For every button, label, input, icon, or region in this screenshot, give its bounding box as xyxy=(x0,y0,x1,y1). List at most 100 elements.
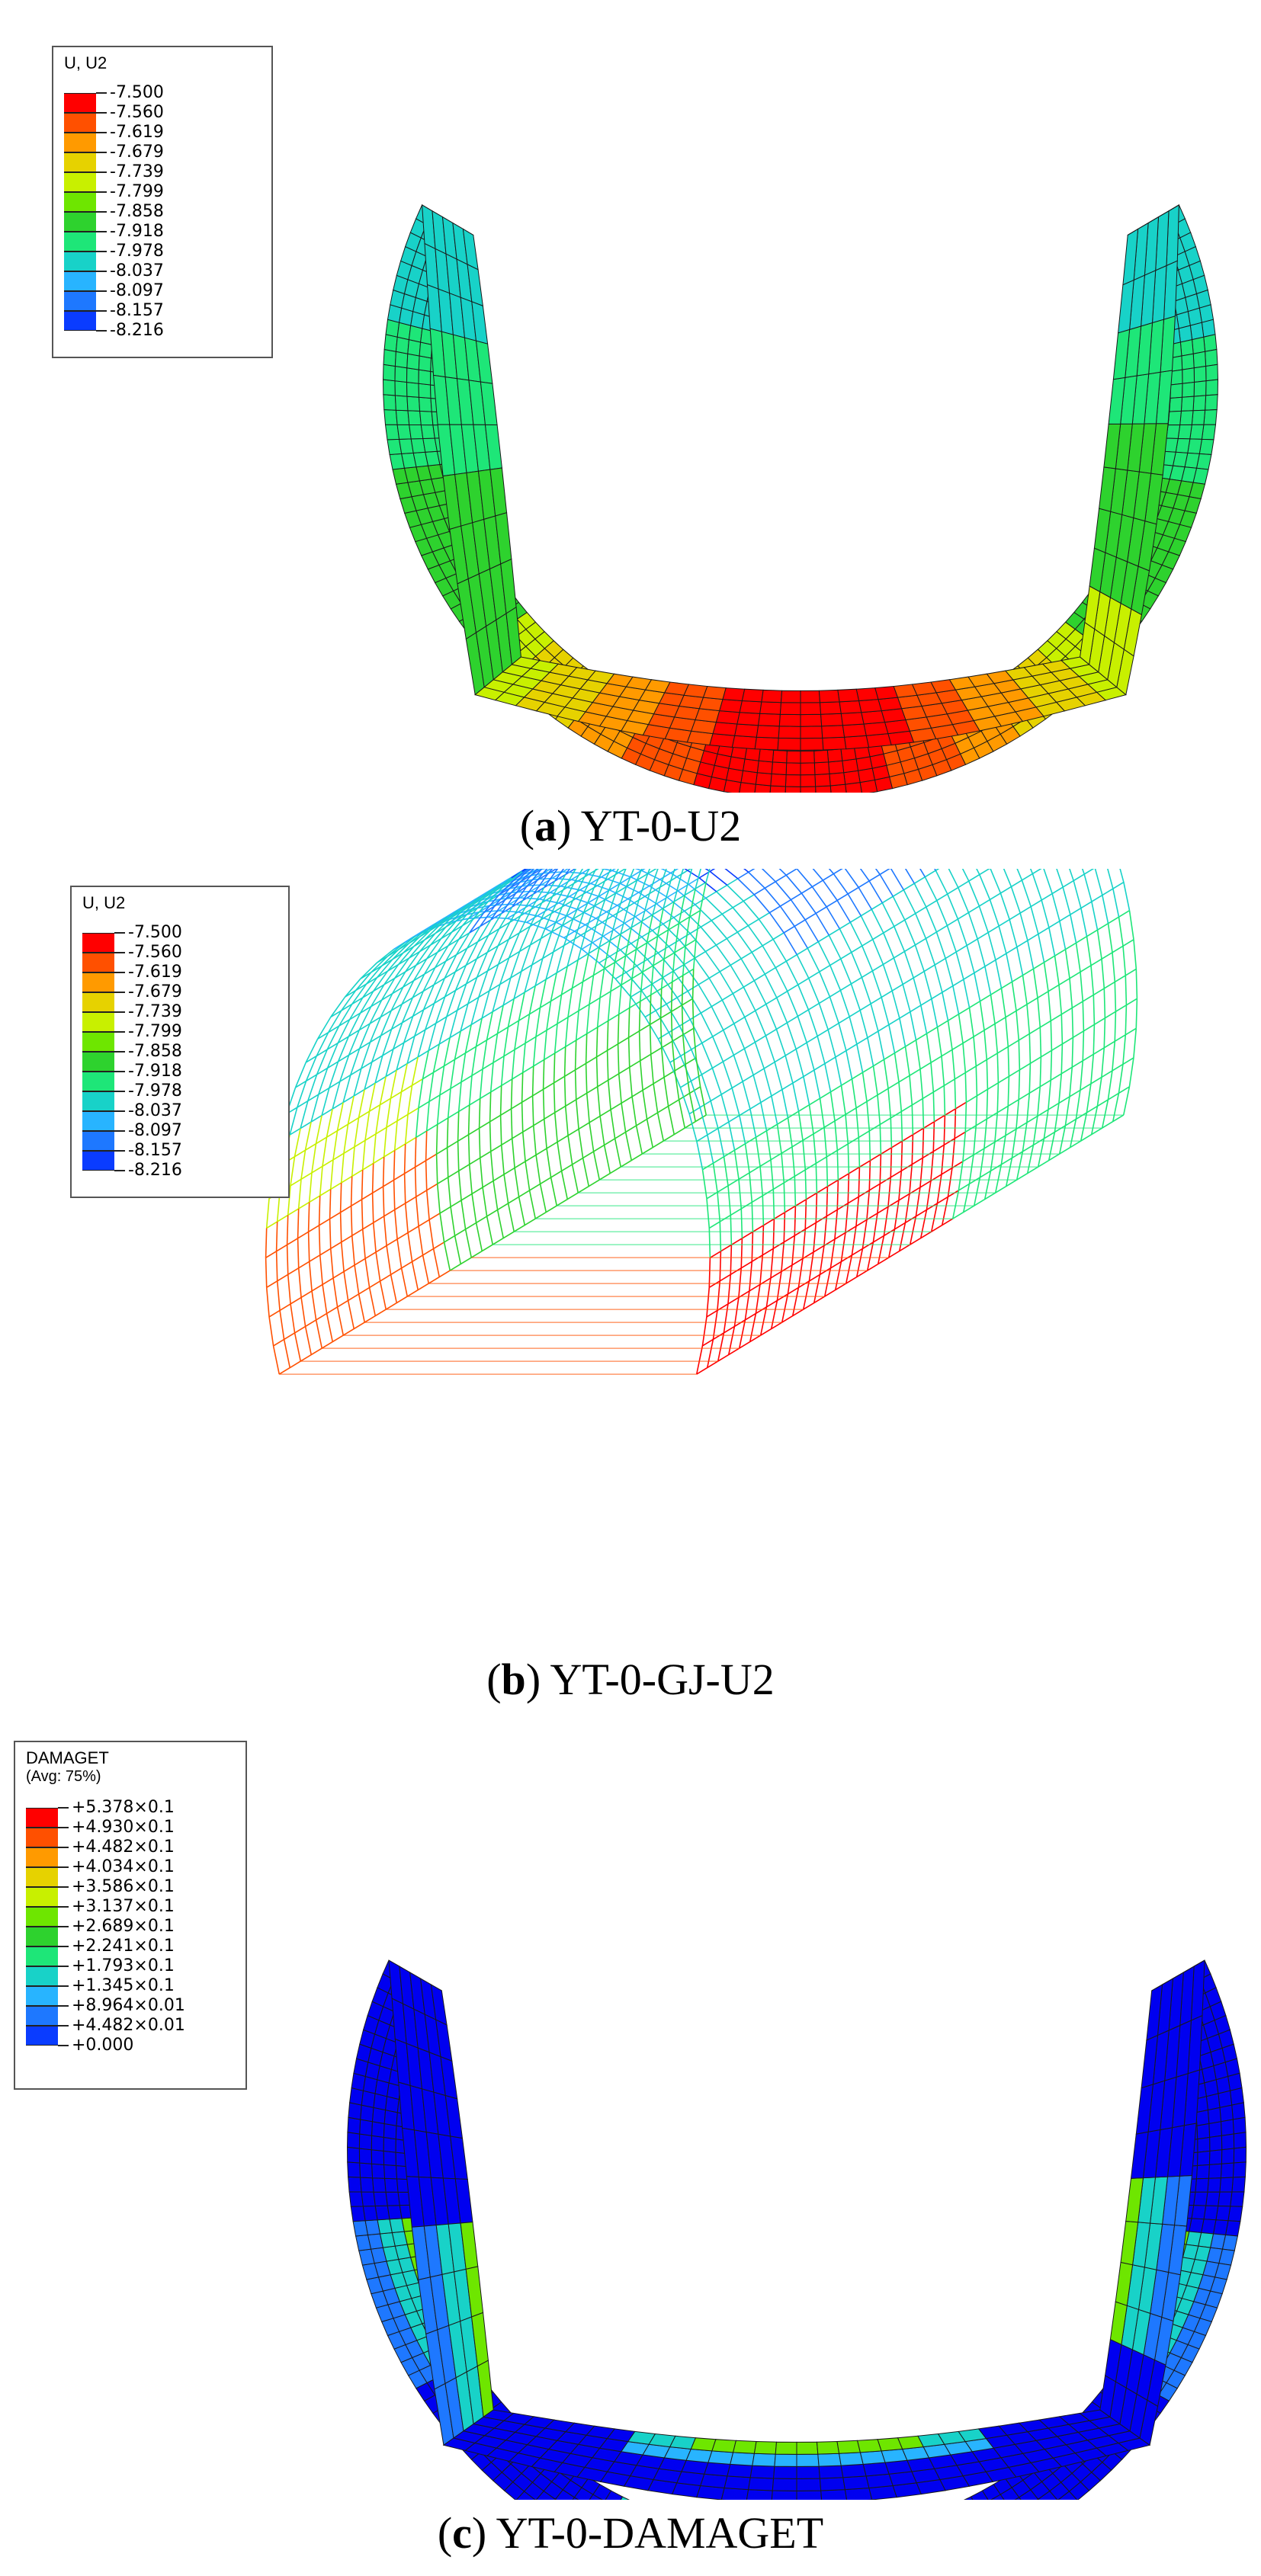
mesh-line xyxy=(1026,1004,1031,1034)
mesh-line xyxy=(762,938,774,947)
mesh-line xyxy=(931,1224,943,1232)
mesh-line xyxy=(888,1250,900,1258)
mesh-line xyxy=(866,1242,874,1271)
legend-swatch xyxy=(26,1907,58,1927)
mesh-line xyxy=(941,1197,949,1226)
mesh-line xyxy=(396,1062,408,1071)
mesh-line xyxy=(396,1232,409,1240)
mesh-line xyxy=(326,1042,339,1050)
mesh-line xyxy=(979,1001,985,1030)
mesh-line xyxy=(801,886,813,894)
mesh-line xyxy=(808,971,820,979)
mesh-line xyxy=(987,925,999,934)
mesh-line xyxy=(1064,949,1070,979)
mesh-line xyxy=(1075,1090,1081,1120)
mesh-line xyxy=(481,1011,493,1019)
mesh-line xyxy=(862,1072,868,1102)
mesh-line xyxy=(765,1035,775,1062)
mesh-line xyxy=(489,1091,492,1122)
mesh-line xyxy=(556,921,576,932)
mesh-line xyxy=(471,1046,477,1076)
mesh-line xyxy=(779,905,795,927)
mesh-line xyxy=(465,1046,476,1054)
mesh-line xyxy=(582,870,596,895)
mesh-line xyxy=(599,969,605,998)
mesh-line xyxy=(541,880,556,904)
mesh-line xyxy=(903,883,915,891)
mesh-line xyxy=(722,1061,733,1088)
mesh-line xyxy=(652,907,664,915)
mesh-line xyxy=(394,1143,406,1152)
legend-entry: -7.500 xyxy=(82,923,311,953)
mesh-line xyxy=(958,1161,964,1191)
mesh-line xyxy=(411,1056,419,1086)
mesh-line xyxy=(911,1157,923,1165)
mesh-line xyxy=(879,873,894,897)
mesh-element xyxy=(1203,409,1218,425)
mesh-line xyxy=(976,869,980,875)
mesh-line xyxy=(425,1153,438,1161)
mesh-line xyxy=(364,1062,373,1090)
mesh-line xyxy=(900,1104,913,1113)
mesh-line xyxy=(879,1154,882,1184)
legend-entry: -7.739 xyxy=(82,1002,311,1032)
mesh-line xyxy=(467,1104,470,1135)
mesh-line xyxy=(749,1172,753,1203)
mesh-line xyxy=(1073,873,1085,882)
legend-entry: -7.619 xyxy=(64,123,293,152)
mesh-line xyxy=(522,879,538,901)
mesh-line xyxy=(913,977,922,1006)
mesh-line xyxy=(416,958,428,966)
mesh-line xyxy=(785,1048,797,1056)
mesh-line xyxy=(936,893,948,902)
mesh-line xyxy=(952,979,964,987)
mesh-line xyxy=(772,932,785,940)
mesh-line xyxy=(284,1332,296,1341)
mesh-line xyxy=(829,965,842,991)
mesh-line xyxy=(521,1072,524,1103)
mesh-line xyxy=(819,1098,825,1128)
mesh-line xyxy=(450,1059,456,1089)
mesh-line xyxy=(1043,1131,1055,1139)
mesh-line xyxy=(425,1190,430,1220)
mesh-line xyxy=(266,1280,278,1288)
mesh-element xyxy=(418,383,432,399)
mesh-line xyxy=(783,1235,795,1243)
mesh-line xyxy=(448,1110,460,1119)
mesh-line xyxy=(824,1063,832,1092)
mesh-line xyxy=(424,923,441,940)
mesh-line xyxy=(300,1297,306,1327)
mesh-line xyxy=(657,952,674,972)
mesh-line xyxy=(533,1059,545,1067)
mesh-line xyxy=(1022,968,1034,976)
mesh-line xyxy=(775,881,791,901)
mesh-element xyxy=(1230,2191,1245,2207)
mesh-line xyxy=(479,910,499,913)
mesh-line xyxy=(994,1024,999,1053)
mesh-line xyxy=(520,869,535,883)
legend-swatch xyxy=(26,1887,58,1907)
mesh-line xyxy=(528,905,548,911)
mesh-line xyxy=(319,1218,331,1226)
mesh-line xyxy=(881,896,894,904)
mesh-line xyxy=(726,931,738,940)
legend-value: -8.216 xyxy=(110,321,164,340)
mesh-line xyxy=(377,959,393,979)
mesh-line xyxy=(712,1029,724,1037)
mesh-line xyxy=(531,957,544,966)
mesh-line xyxy=(894,1222,906,1230)
mesh-line xyxy=(797,1111,804,1141)
mesh-line xyxy=(341,1235,353,1243)
mesh-line xyxy=(948,1014,959,1021)
mesh-line xyxy=(502,885,522,891)
mesh-line xyxy=(932,1121,935,1152)
mesh-line xyxy=(592,947,600,976)
mesh-line xyxy=(1039,1020,1051,1028)
mesh-line xyxy=(791,1258,804,1266)
mesh-line xyxy=(862,970,873,979)
mesh-element xyxy=(1205,394,1218,411)
mesh-line xyxy=(673,910,685,918)
mesh-line xyxy=(858,1137,861,1168)
legend-swatch xyxy=(82,1131,114,1151)
mesh-line xyxy=(482,1062,494,1070)
